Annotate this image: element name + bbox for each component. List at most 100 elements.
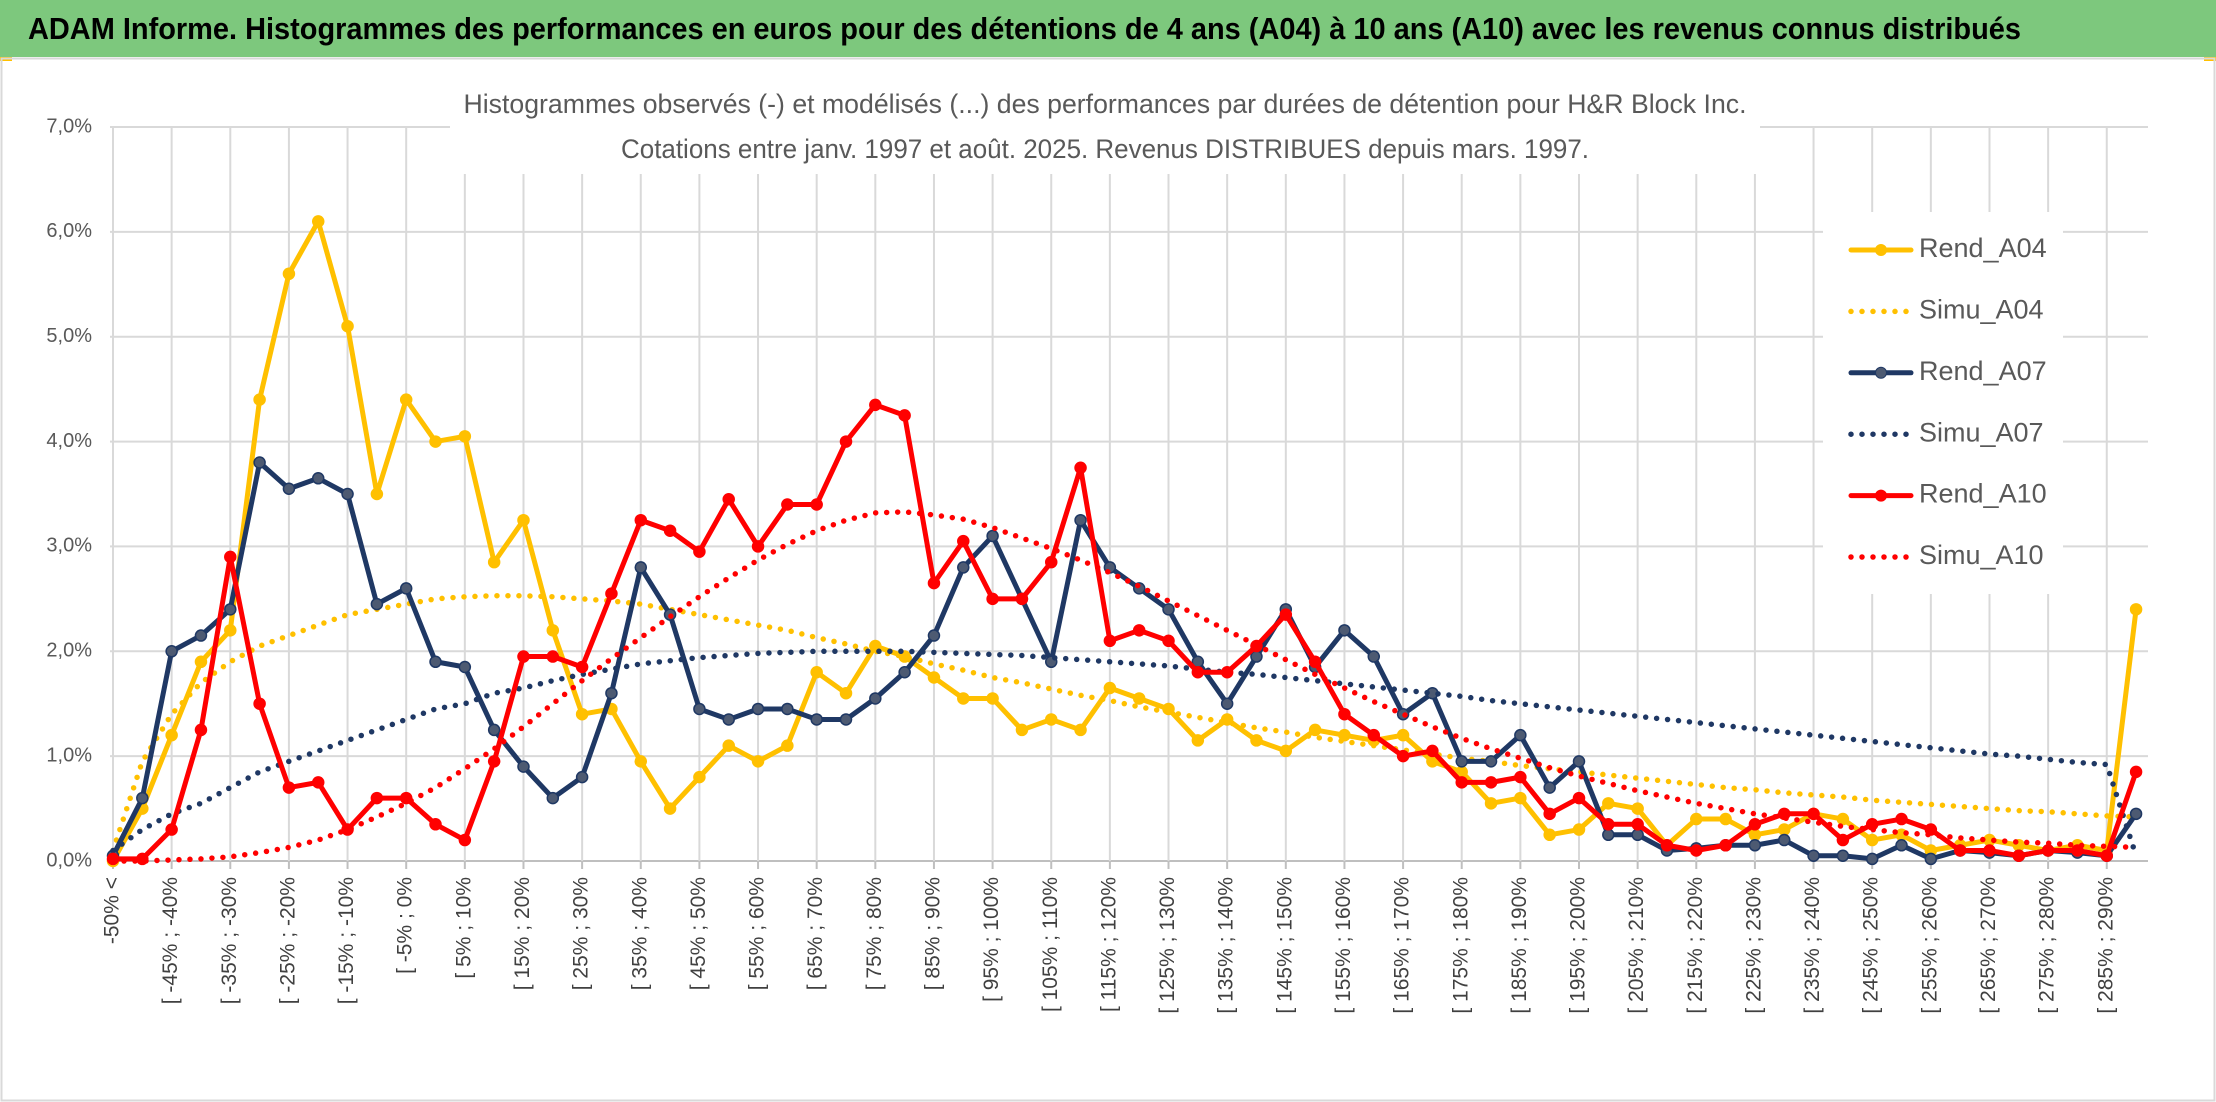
point (224, 624, 237, 637)
x-tick-label: [ 125% ; 130% (1156, 877, 1179, 1014)
chart-subtitle: Cotations entre janv. 1997 et août. 2025… (621, 134, 1589, 164)
legend-marker (1875, 244, 1887, 256)
point (575, 707, 589, 721)
x-tick-label: [ 165% ; 170% (1391, 877, 1414, 1014)
point (1514, 770, 1527, 784)
point (1924, 852, 1938, 866)
point (1308, 723, 1322, 737)
x-tick-label: [ 275% ; 280% (2036, 877, 2059, 1014)
point (1162, 603, 1175, 616)
point (194, 655, 208, 669)
point (1191, 666, 1205, 679)
point (2129, 603, 2143, 616)
point (869, 692, 882, 705)
point (1719, 812, 1732, 826)
x-tick-label: [ -25% ; -20% (276, 877, 299, 1004)
point (2041, 844, 2055, 857)
x-tick-label: [ 215% ; 220% (1684, 877, 1707, 1014)
point (693, 702, 706, 716)
legend-background (1823, 212, 2063, 594)
point (1602, 828, 1615, 842)
point (781, 498, 794, 511)
point (311, 472, 325, 485)
x-tick-label: [ 255% ; 260% (1918, 877, 1941, 1014)
point (1074, 723, 1087, 737)
point (751, 702, 765, 716)
y-tick-label: 1,0% (46, 744, 92, 766)
point (781, 702, 794, 716)
point (839, 713, 853, 726)
point (605, 686, 618, 700)
point (1220, 697, 1234, 710)
point (2129, 765, 2143, 779)
series-layer (106, 215, 2143, 868)
point (282, 267, 296, 281)
point (1602, 797, 1615, 810)
x-tick-label: [ 55% ; 60% (746, 877, 769, 990)
point (634, 561, 648, 574)
point (1895, 812, 1908, 826)
model-line (110, 592, 2139, 854)
x-tick-label: [ 105% ; 110% (1039, 877, 1062, 1012)
point (458, 833, 472, 847)
point (194, 723, 208, 737)
point (898, 409, 911, 422)
observed-line (110, 402, 2139, 862)
point (165, 645, 178, 658)
point (957, 561, 970, 574)
x-tick-label: [ -35% ; -30% (218, 877, 241, 1004)
point (1484, 755, 1498, 768)
point (1660, 839, 1674, 852)
point (575, 660, 589, 674)
point (1132, 624, 1146, 637)
point (693, 545, 706, 558)
point (1455, 776, 1468, 789)
point (458, 660, 472, 674)
point (927, 629, 941, 642)
x-tick-label: [ 225% ; 230% (1742, 877, 1765, 1014)
point (311, 776, 325, 789)
point (1015, 592, 1029, 606)
point (1044, 713, 1058, 726)
point (1690, 812, 1703, 826)
point (253, 697, 266, 710)
point (399, 393, 413, 406)
point (1865, 833, 1879, 847)
point (751, 540, 765, 553)
point (2012, 849, 2026, 863)
point (1514, 791, 1527, 805)
point (341, 487, 354, 501)
legend-label: Rend_A07 (1919, 356, 2047, 386)
point (1279, 608, 1293, 621)
point (1484, 776, 1498, 789)
title-background (450, 86, 1760, 174)
point (957, 692, 970, 705)
y-tick-label: 6,0% (46, 220, 92, 242)
point (1631, 802, 1644, 815)
point (370, 487, 384, 501)
point (311, 215, 325, 228)
legend: Rend_A04 Simu_A04 Rend_A07 Simu_A07 Rend_A10… (1823, 212, 2063, 594)
point (1631, 828, 1644, 842)
point (253, 456, 266, 469)
point (2129, 807, 2143, 821)
point (370, 791, 384, 805)
x-tick-label: [ 185% ; 190% (1508, 877, 1531, 1014)
point (1074, 513, 1087, 527)
x-tick-label: [ 235% ; 240% (1801, 877, 1824, 1014)
point (1572, 823, 1586, 836)
point (1836, 833, 1850, 847)
point (546, 791, 560, 805)
point (1572, 755, 1586, 768)
legend-label: Rend_A10 (1919, 479, 2047, 509)
point (282, 482, 296, 496)
point (517, 513, 530, 527)
legend-label: Simu_A10 (1919, 540, 2044, 570)
point (1015, 723, 1029, 737)
point (1103, 634, 1117, 648)
x-tick-label: [ 285% ; 290% (2094, 877, 2117, 1014)
point (1865, 852, 1879, 866)
x-tick-label: [ -15% ; -10% (335, 877, 358, 1004)
point (1777, 823, 1791, 836)
x-tick-label: [ 145% ; 150% (1273, 877, 1296, 1014)
